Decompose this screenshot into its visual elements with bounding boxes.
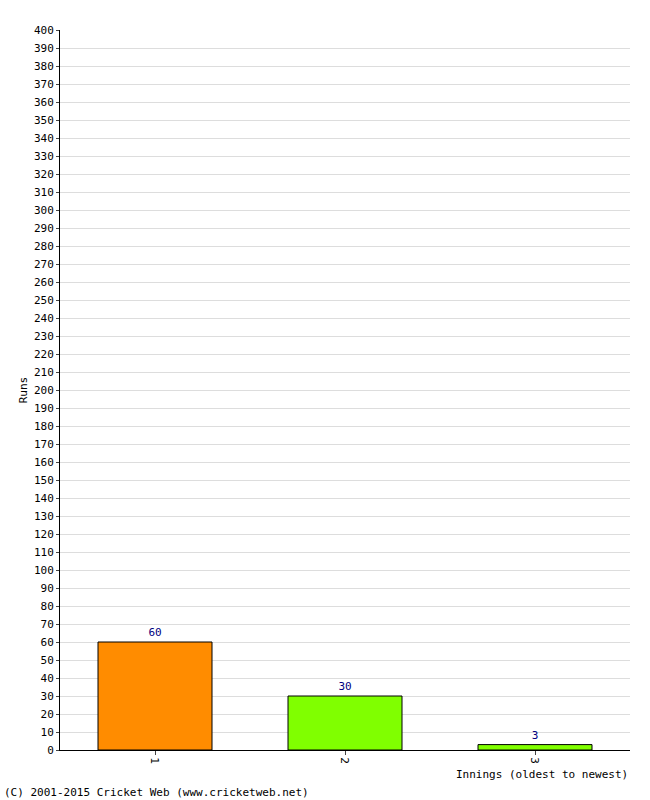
svg-text:240: 240 — [34, 312, 54, 325]
svg-text:330: 330 — [34, 150, 54, 163]
svg-text:300: 300 — [34, 204, 54, 217]
svg-text:3: 3 — [528, 757, 541, 764]
svg-text:1: 1 — [148, 757, 161, 764]
svg-text:380: 380 — [34, 60, 54, 73]
svg-text:Innings (oldest to newest): Innings (oldest to newest) — [456, 768, 628, 781]
svg-text:250: 250 — [34, 294, 54, 307]
svg-text:40: 40 — [41, 672, 54, 685]
svg-text:280: 280 — [34, 240, 54, 253]
svg-text:10: 10 — [41, 726, 54, 739]
svg-text:30: 30 — [338, 680, 351, 693]
svg-text:220: 220 — [34, 348, 54, 361]
svg-text:Runs: Runs — [17, 377, 30, 404]
svg-text:60: 60 — [41, 636, 54, 649]
svg-text:70: 70 — [41, 618, 54, 631]
svg-text:3: 3 — [532, 729, 539, 742]
svg-text:100: 100 — [34, 564, 54, 577]
svg-text:360: 360 — [34, 96, 54, 109]
svg-text:320: 320 — [34, 168, 54, 181]
svg-text:90: 90 — [41, 582, 54, 595]
svg-text:310: 310 — [34, 186, 54, 199]
svg-text:200: 200 — [34, 384, 54, 397]
svg-text:160: 160 — [34, 456, 54, 469]
svg-text:130: 130 — [34, 510, 54, 523]
svg-text:2: 2 — [338, 757, 351, 764]
svg-text:230: 230 — [34, 330, 54, 343]
svg-text:120: 120 — [34, 528, 54, 541]
svg-text:340: 340 — [34, 132, 54, 145]
svg-text:20: 20 — [41, 708, 54, 721]
svg-text:390: 390 — [34, 42, 54, 55]
svg-text:270: 270 — [34, 258, 54, 271]
svg-text:190: 190 — [34, 402, 54, 415]
svg-text:260: 260 — [34, 276, 54, 289]
svg-text:170: 170 — [34, 438, 54, 451]
svg-text:(C) 2001-2015 Cricket Web (www: (C) 2001-2015 Cricket Web (www.cricketwe… — [4, 786, 309, 799]
svg-text:50: 50 — [41, 654, 54, 667]
svg-text:290: 290 — [34, 222, 54, 235]
svg-text:350: 350 — [34, 114, 54, 127]
svg-text:60: 60 — [148, 626, 161, 639]
svg-text:370: 370 — [34, 78, 54, 91]
svg-text:140: 140 — [34, 492, 54, 505]
svg-text:180: 180 — [34, 420, 54, 433]
svg-text:30: 30 — [41, 690, 54, 703]
svg-text:210: 210 — [34, 366, 54, 379]
svg-text:400: 400 — [34, 24, 54, 37]
svg-text:80: 80 — [41, 600, 54, 613]
svg-text:110: 110 — [34, 546, 54, 559]
svg-text:150: 150 — [34, 474, 54, 487]
svg-text:0: 0 — [47, 744, 54, 757]
